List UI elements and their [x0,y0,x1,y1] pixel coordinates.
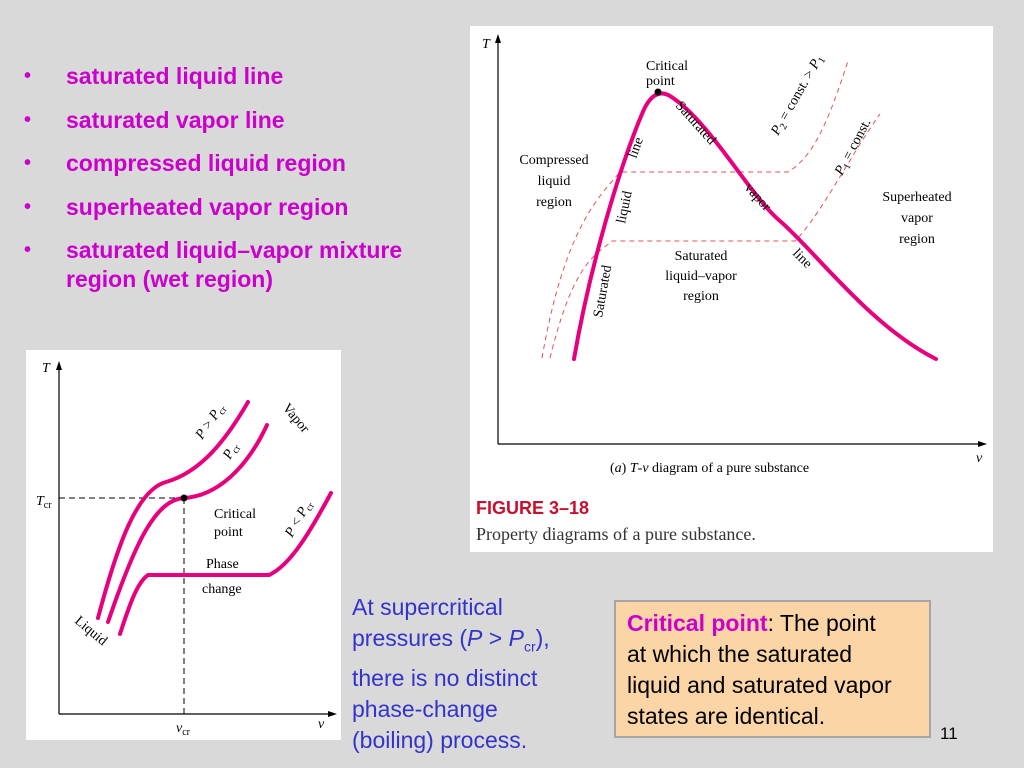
note-line: At supercritical [352,594,503,620]
tv-diagram-svg: T v Critical point P2 = const. > P1 P1 = … [476,34,987,544]
v-axis-label: v [976,451,983,466]
definition-line: at which the saturated [627,641,853,667]
p1-isobar-label: P1 = const. [832,117,876,180]
note-line: (boiling) process. [352,726,528,753]
t-axis-arrow [495,34,501,43]
pcr-label: Pcr [220,440,244,464]
definition-line: states are identical. [627,703,826,729]
isobar-below-critical [118,491,333,636]
t-axis-label: T [482,37,491,52]
superheated-region-label: Superheated vapor region [882,190,951,247]
bullet-marker: • [24,239,32,261]
note-line: phase-change [352,695,498,722]
sat-liquid-label-liquid: liquid [614,190,635,225]
t-axis-label: T [42,361,51,376]
tv-diagram-figure: T v Critical point P2 = const. > P1 P1 = … [470,26,993,552]
bullet-text: compressed liquid region [66,150,346,176]
vapor-label: Vapor [279,401,312,437]
bullet-text: superheated vapor region [66,193,349,220]
sat-vapor-label-saturated: Saturated [672,99,719,148]
tv-diagram-caption: (a) T-v diagram of a pure substance [610,461,809,476]
isobar-critical [106,423,269,624]
definition-line: Critical point: The point [627,610,876,636]
v-axis-arrow [978,441,987,447]
bullet-text: saturated vapor line [66,106,285,133]
vcr-label: vcr [176,721,191,738]
note-line: pressures (P > Pcr), [352,625,550,655]
page-number: 11 [940,724,958,743]
supercritical-diagram-svg: T v Tcr vcr Critical point Phase change Li… [36,361,337,738]
critical-point-label: Critical point [646,59,688,89]
critical-point-label: Critical point [214,507,256,540]
bullet-list: • saturated liquid line • saturated vapor … [24,62,444,309]
definition-line: liquid and saturated vapor [627,672,892,698]
supercritical-note: At supercritical pressures (P > Pcr), th… [352,592,602,756]
bullet-marker: • [24,65,32,87]
compressed-region-label: Compressed liquid region [519,153,588,210]
figure-number: FIGURE 3–18 [476,498,589,518]
v-axis-label: v [318,717,325,732]
sat-liquid-label-line: line [626,136,647,161]
liquid-label: Liquid [71,614,109,649]
phase-change-label: Phase change [202,557,242,597]
bullet-item: • saturated liquid line [24,62,444,91]
p2-isobar [541,60,849,359]
bullet-marker: • [24,152,32,174]
figure-caption: Property diagrams of a pure substance. [476,524,756,544]
bullet-text: saturated liquid–vapor mixture region (w… [66,237,403,292]
sat-liquid-label-saturated: Saturated [591,264,615,319]
note-line: there is no distinct [352,664,538,691]
critical-point-marker [180,494,188,502]
bullet-marker: • [24,108,32,131]
p2-isobar-label: P2 = const. > P1 [768,53,828,140]
definition-term: Critical point [627,610,768,636]
bullet-marker: • [24,195,32,218]
critical-point-definition-box: Critical point: The point at which the s… [614,600,931,738]
bullet-text: saturated liquid line [66,63,284,89]
v-axis-arrow [328,711,337,717]
bullet-item: • saturated vapor line [24,106,444,135]
supercritical-diagram-figure: T v Tcr vcr Critical point Phase change Li… [26,350,341,740]
bullet-item: • saturated liquid–vapor mixture region (… [24,236,444,294]
critical-point-marker [654,88,662,96]
isobar-above-critical [96,400,250,620]
bullet-item: • compressed liquid region [24,149,444,178]
saturation-dome [572,91,938,361]
saturated-mixture-region-label: Saturated liquid–vapor region [665,249,737,304]
bullet-item: • superheated vapor region [24,193,444,222]
p1-isobar [549,113,881,359]
p-below-pcr-label: P < Pcr [282,497,317,541]
t-axis-arrow [56,361,62,370]
tcr-label: Tcr [36,494,52,511]
